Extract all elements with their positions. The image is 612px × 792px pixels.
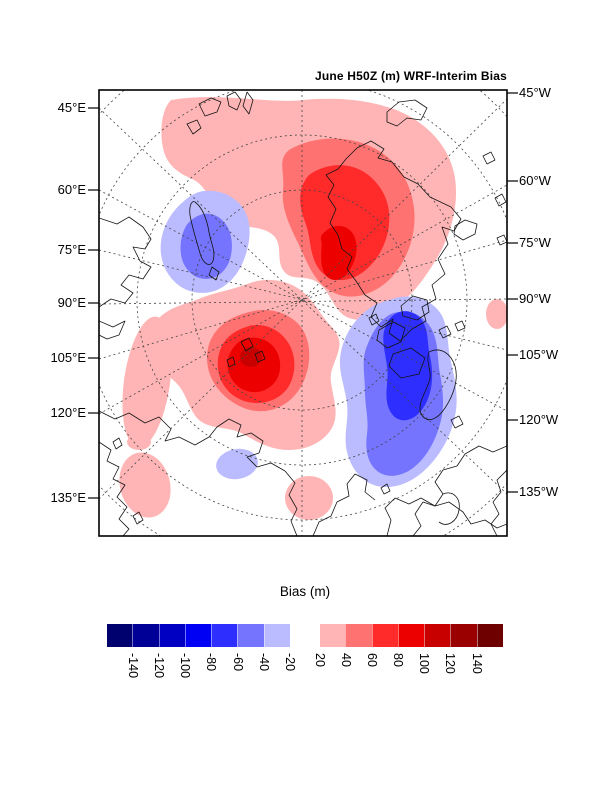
left-axis-label-60E: 60°E — [57, 182, 86, 197]
coastline-island-topright — [386, 99, 428, 127]
meridian-60E-120W — [99, 189, 507, 412]
negative-anomaly-bottomcenter-level20 — [216, 448, 258, 480]
colorbar-tick-pos40: 40 — [339, 653, 353, 667]
positive-anomaly-bottomleft-level20 — [119, 452, 171, 518]
right-axis-label-90W: 90°W — [519, 291, 551, 306]
positive-anomaly-bottomleft-small-level20 — [127, 434, 151, 450]
colorbar-tick-neg140: -140 — [126, 653, 140, 679]
colorbar-cell-pos60 — [371, 624, 398, 647]
positive-anomaly-bering-level20 — [285, 476, 333, 520]
bias-field — [119, 97, 507, 520]
coastline-labrador — [490, 469, 507, 536]
colorbar-cell-neg40 — [263, 624, 290, 647]
colorbar-cell-neg140 — [132, 624, 159, 647]
left-axis-label-105E: 105°E — [50, 350, 86, 365]
right-axis-label-120W: 120°W — [519, 412, 559, 427]
positive-anomaly-105E-level100-core — [240, 347, 262, 367]
colorbar-cell-pos40 — [345, 624, 372, 647]
coastline-white-sea — [99, 320, 126, 340]
colorbar-cell-pos100 — [424, 624, 451, 647]
left-axis-label-75E: 75°E — [57, 242, 86, 257]
coastlines — [99, 91, 507, 536]
right-axis-label-105W: 105°W — [519, 347, 559, 362]
map-frame — [98, 89, 508, 537]
meridian-45E-135W — [99, 107, 507, 495]
colorbar-tick-pos80: 80 — [391, 653, 405, 667]
coastline-ellesmere — [400, 295, 430, 321]
right-axis-label-45W: 45°W — [519, 85, 551, 100]
colorbar-cell-pos140 — [476, 624, 503, 647]
coastline-hudson-bay — [438, 492, 460, 525]
coastline-right-edge-islets — [482, 151, 507, 246]
colorbar-tick-pos140: 140 — [470, 653, 484, 674]
coastline-arctic-islets — [368, 313, 466, 429]
colorbar-tick-pos100: 100 — [417, 653, 431, 674]
parallel-circle-1 — [191, 189, 413, 411]
meridian-135E-45W — [99, 98, 507, 500]
negative-anomaly-canada-level60-core — [383, 311, 433, 421]
right-axis-label-135W: 135°W — [519, 484, 559, 499]
graticule — [99, 90, 507, 536]
colorbar-cell-neg120 — [158, 624, 185, 647]
colorbar-cell-neg100 — [184, 624, 212, 647]
axis-ticks — [88, 92, 518, 499]
right-axis-label-60W: 60°W — [519, 173, 551, 188]
colorbar-title: Bias (m) — [279, 584, 331, 599]
colorbar-cell-pos120 — [450, 624, 477, 647]
colorbar-cell-neg60 — [237, 624, 264, 647]
meridian-105E-75W — [99, 239, 507, 360]
map-title: June H50Z (m) WRF-Interim Bias — [314, 69, 507, 83]
coastline-norway — [99, 441, 130, 536]
colorbar-cell-neg160 — [107, 624, 133, 647]
coastline-alaska — [384, 497, 507, 536]
coastline-victoria — [388, 347, 426, 379]
coastline-kola — [99, 216, 152, 308]
coastline-canada-mainland — [412, 445, 507, 536]
coastline-severnaya-zemlya — [226, 337, 266, 368]
parallel-circle-3 — [99, 90, 507, 521]
coastline-iceland — [453, 219, 478, 241]
positive-anomaly-greenland-level80 — [320, 225, 357, 280]
right-axis-label-75W: 75°W — [519, 235, 551, 250]
coastline-chukotka — [312, 473, 376, 536]
colorbar-cell-neg80 — [211, 624, 238, 647]
colorbar-tick-pos120: 120 — [443, 653, 457, 674]
left-axis-label-135E: 135°E — [50, 490, 86, 505]
colorbar-tick-neg20: -20 — [283, 653, 297, 672]
colorbar-tick-pos20: 20 — [313, 653, 327, 667]
left-axis-label-90E: 90°E — [57, 295, 86, 310]
coastline-greenland — [325, 140, 462, 342]
colorbar-cell-pos20 — [320, 624, 346, 647]
coastline-bering-islet — [380, 483, 391, 495]
colorbar-negative-bar — [107, 624, 290, 647]
colorbar-cell-pos80 — [397, 624, 425, 647]
colorbar-tick-neg60: -60 — [231, 653, 245, 672]
coastline-siberia — [99, 410, 298, 536]
meridian-75E-105W — [99, 249, 507, 351]
coastline-svalbard — [186, 91, 254, 135]
coastline-norway-islets — [112, 437, 144, 525]
meridian-90E-90W — [99, 298, 507, 305]
parallel-circle-2 — [136, 134, 468, 466]
left-axis-label-120E: 120°E — [50, 405, 86, 420]
left-axis-label-45E: 45°E — [57, 100, 86, 115]
colorbar-tick-neg80: -80 — [204, 653, 218, 672]
colorbar-tick-neg100: -100 — [178, 653, 192, 679]
coastline-baffin — [419, 349, 457, 421]
positive-anomaly-siberia-extension-level20 — [122, 316, 172, 448]
colorbar-tick-neg40: -40 — [257, 653, 271, 672]
colorbar-positive-bar — [320, 624, 503, 647]
coastline-novaya-zemlya — [189, 201, 220, 281]
colorbar-tick-neg120: -120 — [152, 653, 166, 679]
coastline-banks — [376, 321, 406, 349]
colorbar-tick-pos60: 60 — [365, 653, 379, 667]
positive-anomaly-rightedge-level20 — [486, 299, 507, 329]
